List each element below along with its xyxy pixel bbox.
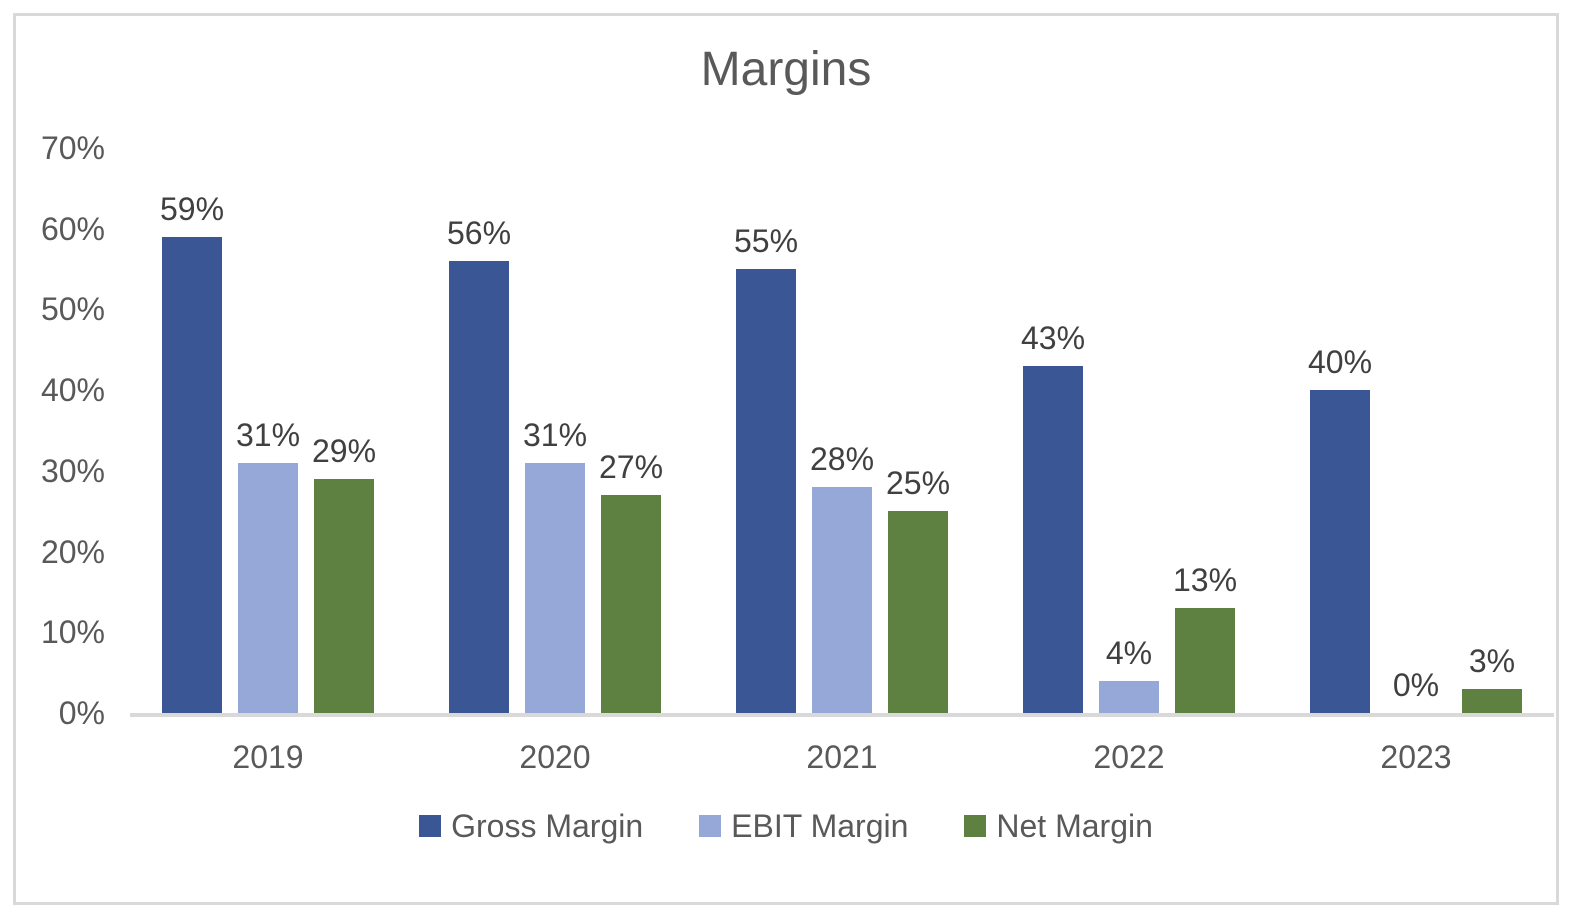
- x-axis-label: 2023: [1380, 739, 1452, 775]
- bar-wrap: 43%: [1021, 322, 1085, 713]
- bar-wrap: 4%: [1099, 637, 1159, 713]
- bar-ebit-margin: [812, 487, 872, 713]
- legend-label: Net Margin: [996, 808, 1153, 844]
- value-label: 28%: [809, 441, 875, 477]
- bar-group-2020: 56% 31% 27% 2020: [447, 148, 663, 773]
- bar-group-2022: 43% 4% 13% 2022: [1021, 148, 1237, 773]
- x-axis-label: 2020: [519, 739, 591, 775]
- bar-wrap: 28%: [810, 443, 874, 713]
- value-label: 27%: [598, 449, 664, 486]
- bar-wrap: 56%: [447, 217, 511, 713]
- bar-wrap: 29%: [312, 435, 376, 713]
- value-label: 40%: [1307, 344, 1373, 381]
- y-tick-label: 40%: [40, 372, 105, 409]
- bar-wrap: 55%: [734, 225, 798, 713]
- value-label: 29%: [311, 432, 377, 469]
- plot-area: 59% 31% 29% 2019 56% 31% 27% 2020 55% 28% 25% 2021 4…: [130, 148, 1554, 773]
- bar-group-2019: 59% 31% 29% 2019: [160, 148, 376, 773]
- bar-wrap: 31%: [236, 419, 300, 713]
- value-label: 3%: [1468, 642, 1516, 679]
- x-axis-label: 2019: [232, 739, 304, 775]
- bar-ebit-margin: [238, 462, 298, 713]
- bar-net-margin: [1175, 608, 1235, 713]
- legend-label: Gross Margin: [451, 808, 644, 844]
- legend-swatch-icon: [699, 815, 722, 837]
- bar-gross-margin: [449, 261, 509, 713]
- value-label: 55%: [733, 223, 799, 260]
- chart-frame: Margins 70% 60% 50% 40% 30% 20% 10% 0% 59% 31% 29…: [13, 13, 1559, 905]
- bar-wrap: 40%: [1308, 346, 1372, 713]
- legend-swatch-icon: [419, 815, 442, 837]
- value-label: 31%: [235, 416, 301, 453]
- bar-wrap: 27%: [599, 451, 663, 713]
- value-label: 13%: [1172, 562, 1238, 599]
- y-axis: 70% 60% 50% 40% 30% 20% 10% 0%: [16, 132, 105, 729]
- bar-net-margin: [888, 511, 948, 713]
- bar-gross-margin: [1310, 390, 1370, 713]
- legend: Gross Margin EBIT Margin Net Margin: [16, 810, 1556, 842]
- chart-title: Margins: [700, 43, 872, 96]
- bar-wrap: 59%: [160, 193, 224, 713]
- bar-group-2023: 40% 0% 3% 2023: [1308, 148, 1522, 773]
- bar-ebit-margin: [1099, 680, 1159, 713]
- y-tick-label: 30%: [40, 452, 105, 489]
- bar-gross-margin: [162, 236, 222, 713]
- bar-gross-margin: [1023, 365, 1083, 713]
- legend-item-net-margin: Net Margin: [964, 810, 1153, 842]
- value-label: 31%: [522, 416, 588, 453]
- legend-swatch-icon: [964, 815, 987, 837]
- legend-item-gross-margin: Gross Margin: [419, 810, 643, 842]
- bar-wrap: 25%: [886, 467, 950, 713]
- legend-item-ebit-margin: EBIT Margin: [699, 810, 908, 842]
- bar-net-margin: [314, 478, 374, 713]
- bar-wrap: 31%: [523, 419, 587, 713]
- bar-net-margin: [1462, 688, 1522, 713]
- y-tick-label: 20%: [40, 533, 105, 570]
- y-tick-label: 0%: [58, 695, 105, 731]
- y-tick-label: 70%: [40, 130, 105, 166]
- bar-net-margin: [601, 495, 661, 713]
- bar-wrap: 3%: [1462, 645, 1522, 713]
- bar-gross-margin: [736, 269, 796, 713]
- bar-ebit-margin: [525, 462, 585, 713]
- y-tick-label: 10%: [40, 614, 105, 651]
- x-axis-label: 2022: [1093, 739, 1165, 775]
- x-axis-label: 2021: [806, 739, 878, 775]
- value-label: 59%: [159, 190, 225, 227]
- bar-wrap: 13%: [1173, 564, 1237, 713]
- bar-group-2021: 55% 28% 25% 2021: [734, 148, 950, 773]
- value-label: 25%: [885, 465, 951, 502]
- value-label: 43%: [1020, 319, 1086, 356]
- y-tick-label: 50%: [40, 291, 105, 328]
- value-label: 56%: [446, 215, 512, 251]
- y-tick-label: 60%: [40, 210, 105, 247]
- value-label: 4%: [1105, 634, 1153, 671]
- value-label: 0%: [1392, 667, 1440, 703]
- legend-label: EBIT Margin: [731, 808, 909, 844]
